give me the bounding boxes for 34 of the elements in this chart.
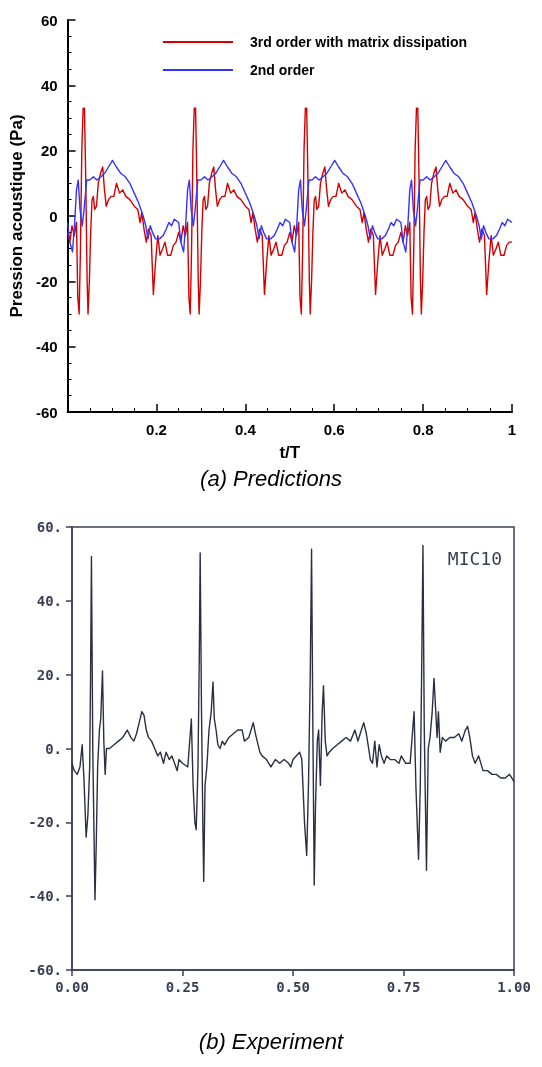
y-tick-label: -60 — [35, 403, 58, 421]
y-tick-label: 40 — [40, 76, 58, 94]
x-axis-title: t/T — [279, 443, 301, 462]
text: (b) Experiment — [198, 1028, 345, 1054]
y-tick-label: -20. — [28, 814, 62, 831]
y-tick-label: -20 — [35, 272, 58, 290]
y-tick-label: -40 — [35, 338, 58, 356]
line-series — [66, 107, 513, 315]
x-tick-label: 1 — [507, 421, 517, 438]
y-tick-label: 60. — [36, 519, 62, 535]
annotation: MIC10 — [447, 547, 502, 569]
x-tick-label: 0.50 — [276, 979, 310, 995]
x-tick-label: 0.00 — [55, 979, 89, 995]
y-tick-label: 0 — [49, 207, 58, 225]
line-series — [66, 159, 513, 253]
x-tick-label: 0.75 — [386, 979, 421, 995]
y-tick-label: -40. — [28, 888, 62, 905]
x-tick-label: 0.2 — [146, 421, 167, 438]
legend-label: 3rd order with matrix dissipation — [249, 34, 468, 50]
y-tick-label: 0. — [45, 740, 62, 757]
x-tick-label: 0.8 — [412, 421, 434, 438]
y-axis-title: Pression acoustique (Pa) — [7, 114, 26, 318]
x-tick-label: 0.25 — [165, 979, 200, 995]
legend-label: 2nd order — [249, 62, 316, 78]
y-tick-label: 20. — [36, 666, 62, 683]
y-tick-label: 60 — [40, 11, 58, 29]
text: (a) Predictions — [200, 465, 342, 491]
y-tick-label: 20 — [40, 142, 58, 160]
y-tick-label: -60. — [28, 962, 62, 978]
x-tick-label: 0.6 — [323, 421, 345, 438]
x-tick-label: 0.4 — [234, 421, 257, 438]
y-tick-label: 40. — [36, 592, 62, 609]
x-tick-label: 1.00 — [497, 979, 531, 995]
line-series — [71, 544, 515, 901]
